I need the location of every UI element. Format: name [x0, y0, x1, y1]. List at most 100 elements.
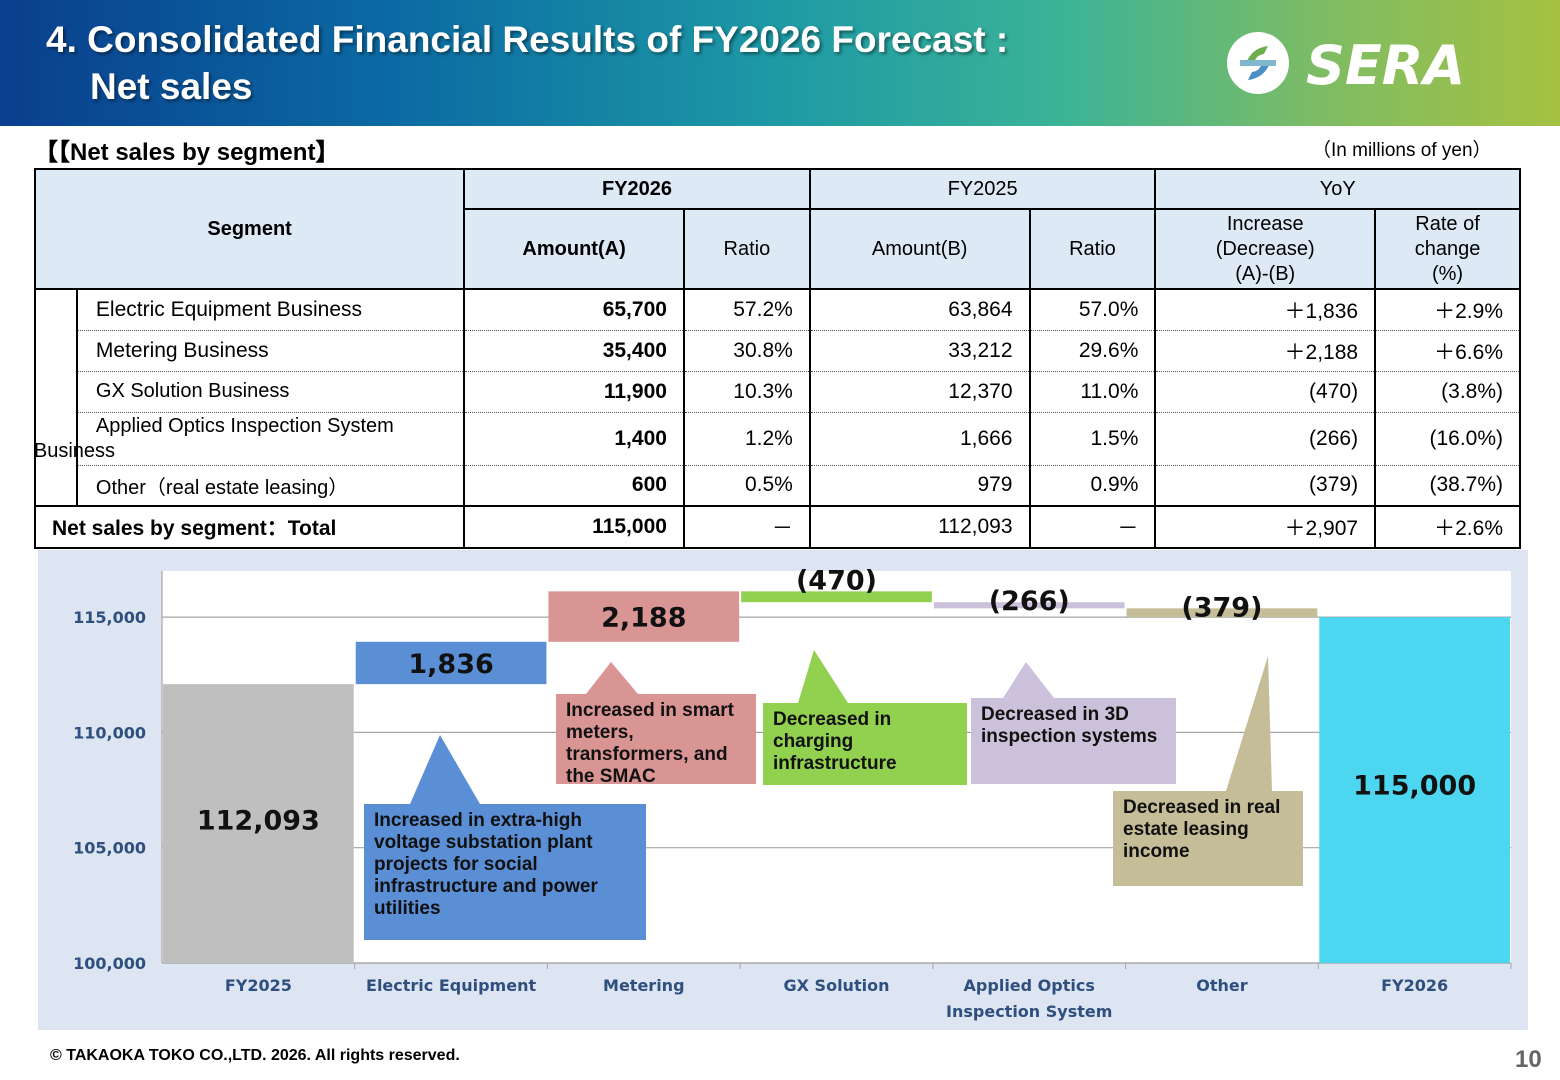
header-segment: Segment [33, 168, 466, 290]
cell-ratio-a: 57.2% [682, 288, 811, 331]
bar-fy2025 [163, 684, 354, 963]
y-tick-label: 115,000 [73, 608, 146, 627]
row-name-line-1: Applied Optics Inspection System [95, 414, 394, 437]
header-increase: Increase (Decrease) (A)-(B) [1154, 208, 1377, 290]
data-label: 112,093 [197, 805, 320, 836]
cell-rate: ＋6.6% [1374, 329, 1521, 372]
row-name-line-2: Business [33, 439, 116, 462]
x-tick-label: Metering [603, 976, 685, 995]
header-fy2026: FY2026 [463, 168, 811, 210]
title-line-1: 4. Consolidated Financial Results of FY2… [46, 19, 1009, 60]
bar-electric-equipment [355, 641, 547, 685]
data-label: 2,188 [601, 603, 686, 634]
cell-amount-b: 33,212 [808, 329, 1031, 372]
x-tick-label: FY2026 [1381, 976, 1448, 995]
cell-ratio-b: 57.0% [1028, 288, 1157, 331]
callout-electric: Increased in extra-high voltage substati… [364, 804, 646, 940]
page-number: 10 [1515, 1046, 1542, 1073]
x-tick-label: Other [1196, 976, 1247, 995]
section-label: 【【Net sales by segment】 [34, 139, 340, 166]
cell-amount-b: 1,666 [808, 411, 1031, 466]
table-row: Metering Business 35,400 30.8% 33,212 29… [35, 329, 1521, 372]
cell-amount-b: 12,370 [808, 370, 1031, 413]
row-name: GX Solution Business [75, 370, 466, 413]
unit-label: （In millions of yen） [1312, 140, 1492, 161]
header-amount-a: Amount(A) [463, 208, 685, 290]
cell-amount-a: 600 [463, 464, 685, 507]
cell-increase: ＋2,188 [1154, 329, 1377, 372]
total-ratio-a: － [682, 505, 811, 549]
header-ratio-b: Ratio [1028, 208, 1157, 290]
header-fy2025: FY2025 [808, 168, 1157, 210]
cell-ratio-a: 30.8% [682, 329, 811, 372]
cell-increase: ＋1,836 [1154, 288, 1377, 331]
bar-gx-solution [741, 591, 932, 603]
waterfall-chart: 100,000 105,000 110,000 115,000 112,093 FY202… [38, 550, 1528, 1030]
header-yoy: YoY [1154, 168, 1521, 210]
segment-table: Segment FY2026 FY2025 YoY Amount(A) Rati… [34, 168, 1521, 549]
callout-pointer-4 [1003, 662, 1054, 698]
sera-logo: SERA [1227, 32, 1465, 96]
row-name: Applied Optics Inspection System Busines… [34, 411, 466, 466]
total-ratio-b: － [1028, 505, 1157, 549]
y-tick-label: 105,000 [73, 839, 146, 858]
row-name: Metering Business [75, 329, 466, 372]
cell-ratio-a: 10.3% [682, 370, 811, 413]
cell-rate: (3.8%) [1374, 370, 1521, 413]
callout-pointer-3 [798, 650, 848, 703]
callout-metering: Increased in smart meters, transformers,… [556, 694, 756, 787]
cell-rate: ＋2.9% [1374, 288, 1521, 331]
title-line-2: Net sales [90, 66, 253, 107]
x-tick-label: Electric Equipment [366, 976, 536, 995]
cell-rate: (16.0%) [1374, 411, 1521, 466]
cell-amount-a: 1,400 [463, 411, 685, 466]
row-name: Other（real estate leasing） [75, 464, 466, 507]
bar-metering [548, 591, 740, 642]
cell-increase: (379) [1154, 464, 1377, 507]
callout-pointer-2 [586, 662, 638, 694]
data-label: 115,000 [1353, 771, 1476, 802]
table-row: Applied Optics Inspection System Busines… [34, 411, 1521, 466]
cell-ratio-b: 29.6% [1028, 329, 1157, 372]
cell-amount-a: 65,700 [463, 288, 685, 331]
waterfall-chart-svg: 100,000 105,000 110,000 115,000 112,093 FY202… [73, 565, 1512, 1021]
cell-amount-a: 11,900 [463, 370, 685, 413]
callout-pointer-1 [410, 735, 480, 804]
cell-amount-b: 63,864 [808, 288, 1031, 331]
total-increase: ＋2,907 [1154, 505, 1377, 549]
cell-amount-b: 979 [808, 464, 1031, 507]
y-tick-label: 110,000 [73, 723, 146, 742]
cell-ratio-a: 0.5% [682, 464, 811, 507]
y-tick-label: 100,000 [73, 954, 146, 973]
page-title: 4. Consolidated Financial Results of FY2… [46, 16, 1008, 110]
total-label: Net sales by segment：Total [33, 505, 466, 549]
row-name: Electric Equipment Business [75, 288, 466, 331]
table-row: Electric Equipment Business 65,700 57.2%… [34, 288, 1521, 507]
data-label: (266) [989, 586, 1070, 617]
copyright: © TAKAOKA TOKO CO.,LTD. 2026. All rights… [50, 1047, 460, 1064]
bar-other [1126, 608, 1318, 618]
cell-ratio-b: 11.0% [1028, 370, 1157, 413]
header-ratio-a: Ratio [682, 208, 811, 290]
x-tick-label: GX Solution [784, 976, 890, 995]
header-rate: Rate of change (%) [1374, 208, 1521, 290]
bar-fy2026 [1319, 617, 1510, 963]
cell-ratio-b: 0.9% [1028, 464, 1157, 507]
data-label: (379) [1181, 592, 1262, 623]
callout-other: Decreased in real estate leasing income [1113, 791, 1303, 886]
cell-increase: (266) [1154, 411, 1377, 466]
cell-rate: (38.7%) [1374, 464, 1521, 507]
callout-pointer-5 [1226, 656, 1272, 791]
table-total-row: Net sales by segment：Total 115,000 － 112… [33, 505, 1521, 549]
cell-amount-a: 35,400 [463, 329, 685, 372]
cell-ratio-a: 1.2% [682, 411, 811, 466]
x-tick-label: Inspection System [946, 1002, 1112, 1021]
x-tick-label: FY2025 [225, 976, 292, 995]
callout-optics: Decreased in 3D inspection systems [971, 698, 1176, 784]
total-rate: ＋2.6% [1374, 505, 1521, 549]
data-label: 1,836 [408, 649, 493, 680]
header-amount-b: Amount(B) [808, 208, 1031, 290]
bar-applied-optics-inspection-system [933, 602, 1125, 609]
cell-ratio-b: 1.5% [1028, 411, 1157, 466]
cell-increase: (470) [1154, 370, 1377, 413]
